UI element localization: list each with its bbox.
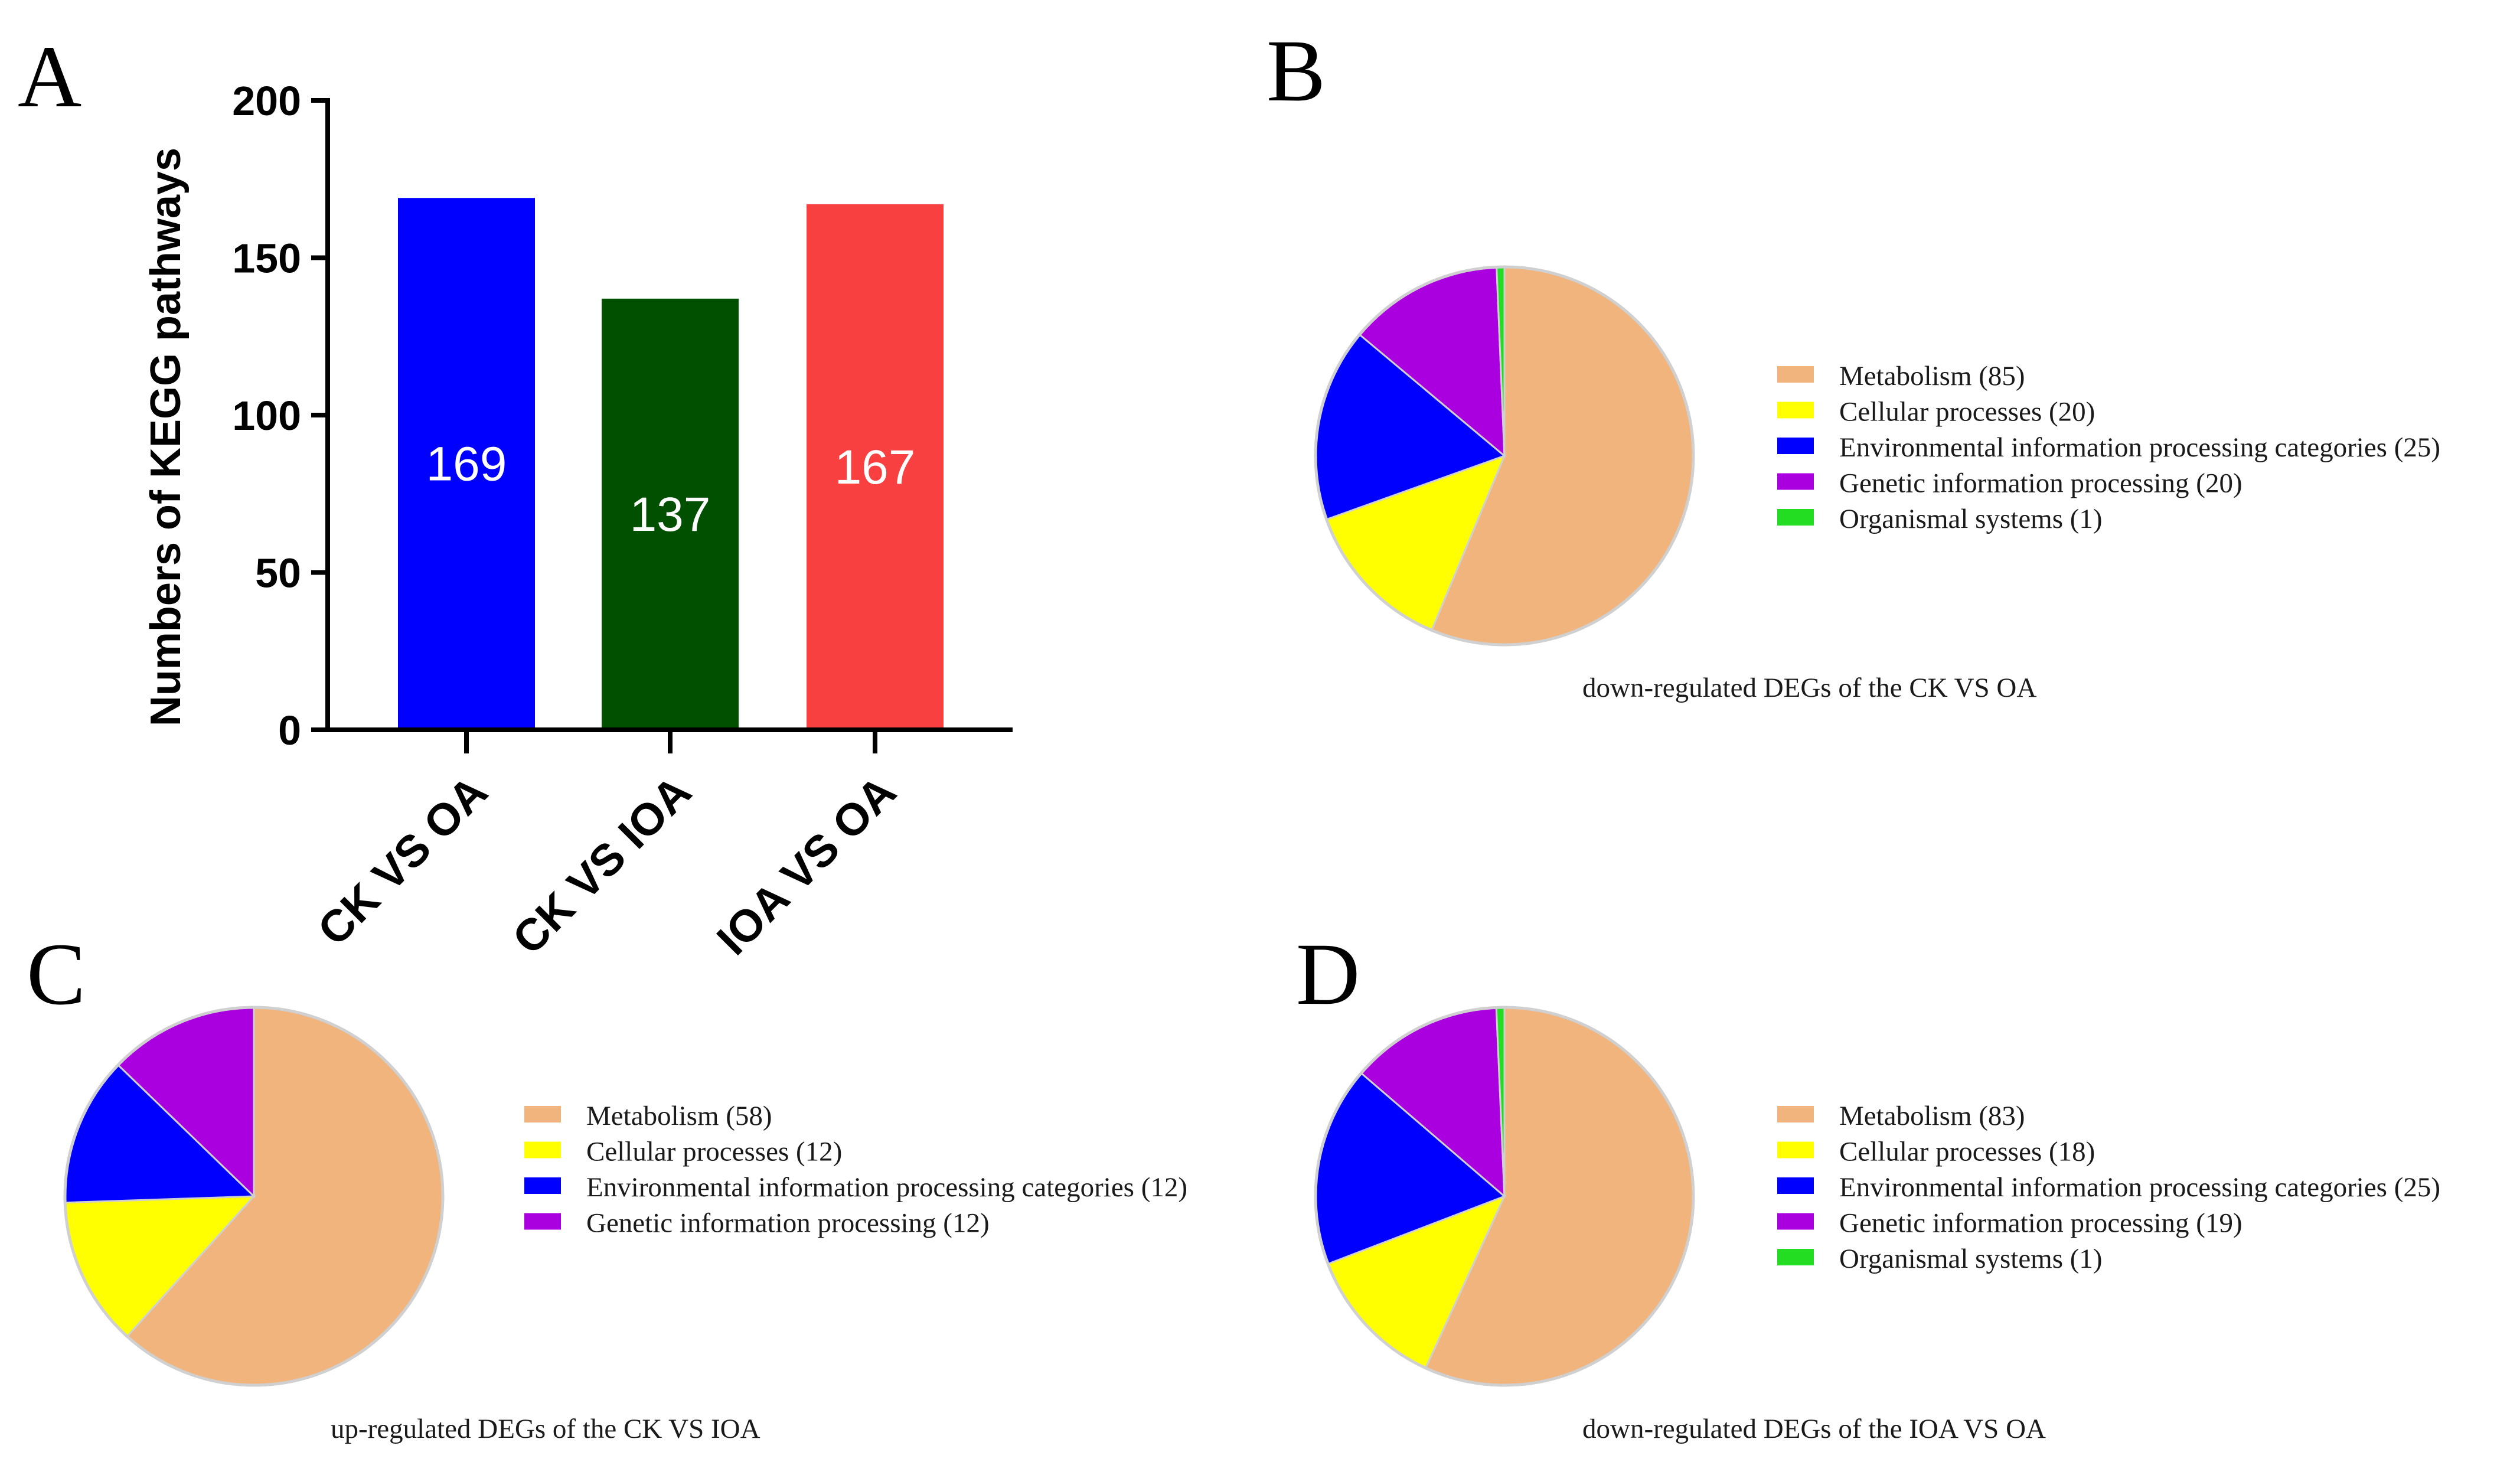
legend-swatch (524, 1213, 561, 1230)
legend-label: Environmental information processing cat… (586, 1172, 1187, 1203)
legend-swatch (1777, 438, 1814, 454)
caption-d: down-regulated DEGs of the IOA VS OA (1582, 1414, 2046, 1444)
y-axis-label: Numbers of KEGG pathways (142, 148, 190, 726)
bar-value-label: 169 (426, 438, 507, 491)
legend-label: Organismal systems (1) (1839, 1244, 2103, 1274)
legend-swatch (1777, 1249, 1814, 1265)
y-tick-label: 100 (232, 393, 301, 439)
legend-label: Metabolism (58) (586, 1101, 772, 1131)
legend-swatch (1777, 509, 1814, 526)
legend-d: Metabolism (83) Cellular processes (18) En… (1777, 1101, 2440, 1274)
legend-swatch (524, 1106, 561, 1122)
legend-label: Cellular processes (12) (586, 1137, 842, 1167)
caption-c: up-regulated DEGs of the CK VS IOA (331, 1414, 760, 1444)
panel-letter-b: B (1266, 22, 1326, 120)
bar (398, 198, 535, 730)
legend-swatch (1777, 1177, 1814, 1194)
pie-outline (1314, 265, 1695, 647)
y-tick-label: 50 (255, 550, 301, 596)
legend-label: Metabolism (83) (1839, 1101, 2025, 1131)
legend-swatch (1777, 1141, 1814, 1159)
x-category-label: CK VS IOA (503, 766, 701, 964)
bars: 169 137 167 (398, 198, 944, 730)
bar (807, 204, 944, 730)
legend-swatch (524, 1141, 561, 1159)
panel-letter-a: A (18, 28, 81, 126)
legend-label: Genetic information processing (19) (1839, 1208, 2242, 1239)
pie-outline (63, 1006, 445, 1387)
bar (602, 298, 739, 730)
x-category-label: CK VS OA (308, 766, 497, 955)
bar-value-label: 167 (835, 440, 916, 494)
legend-label: Environmental information processing cat… (1839, 1172, 2440, 1203)
legend-label: Environmental information processing cat… (1839, 432, 2440, 463)
legend-label: Cellular processes (20) (1839, 397, 2095, 428)
legend-swatch (1777, 1106, 1814, 1122)
pie-chart-c (63, 1006, 445, 1387)
caption-b: down-regulated DEGs of the CK VS OA (1582, 673, 2036, 703)
legend-swatch (1777, 473, 1814, 490)
legend-label: Organismal systems (1) (1839, 504, 2103, 534)
panel-letter-d: D (1296, 925, 1360, 1023)
legend-label: Metabolism (85) (1839, 361, 2025, 391)
pie-outline (1314, 1006, 1695, 1387)
legend-swatch (1777, 402, 1814, 419)
y-tick-label: 0 (278, 707, 301, 753)
bar-value-label: 137 (630, 488, 711, 541)
legend-label: Genetic information processing (20) (1839, 468, 2242, 499)
y-tick-label: 200 (232, 78, 301, 124)
y-tick-label: 150 (232, 236, 301, 282)
legend-swatch (1777, 1213, 1814, 1230)
pie-chart-b (1314, 265, 1695, 647)
y-axis-ticks: 0 50 100 150 200 (232, 78, 328, 753)
x-category-label: IOA VS OA (707, 766, 906, 965)
panel-letter-c: C (27, 925, 86, 1023)
x-axis-categories: CK VS OA CK VS IOA IOA VS OA (308, 730, 906, 965)
legend-c: Metabolism (58) Cellular processes (12) En… (524, 1101, 1187, 1239)
legend-b: Metabolism (85) Cellular processes (20) En… (1777, 361, 2440, 534)
legend-swatch (1777, 366, 1814, 383)
legend-swatch (524, 1177, 561, 1194)
legend-label: Cellular processes (18) (1839, 1137, 2095, 1167)
pie-chart-d (1314, 1006, 1695, 1387)
legend-label: Genetic information processing (12) (586, 1208, 990, 1239)
bar-chart: Numbers of KEGG pathways 0 50 100 150 200 16… (142, 78, 1013, 965)
